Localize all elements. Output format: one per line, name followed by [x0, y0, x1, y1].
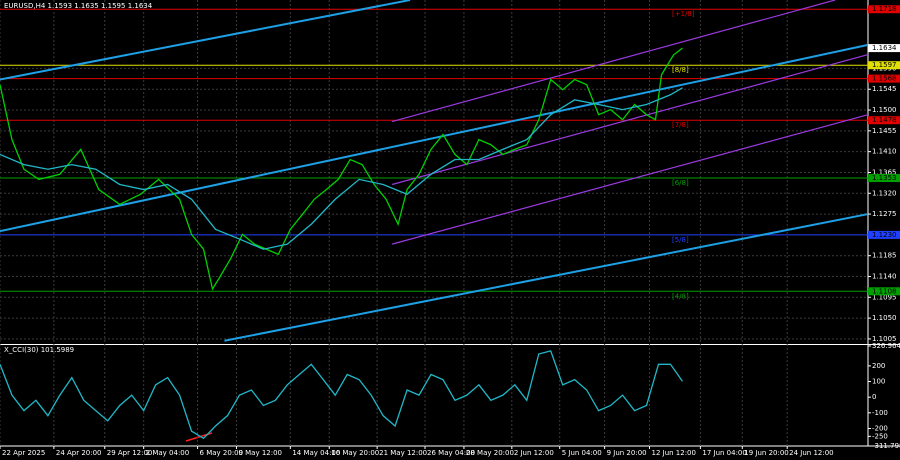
level-price-box — [868, 61, 900, 70]
y-tick-label: -250 — [872, 432, 888, 440]
x-tick-label: 9 Jun 20:00 — [607, 449, 647, 457]
y-tick-label: 326.9647 — [872, 342, 900, 350]
x-tick-label: 16 May 20:00 — [331, 449, 379, 457]
x-tick-label: 24 Apr 20:00 — [56, 449, 102, 457]
x-tick-label: 19 Jun 20:00 — [744, 449, 788, 457]
x-tick-label: 29 Apr 12:00 — [107, 449, 153, 457]
level-label: [+1/8] — [672, 10, 695, 18]
trend-line — [0, 43, 869, 233]
y-tick-label: 1.1365 — [872, 168, 897, 176]
trend-line — [391, 114, 869, 245]
level-price-box — [868, 230, 900, 239]
y-tick-label: 1.1185 — [872, 252, 897, 260]
y-tick-label: 1.1455 — [872, 127, 897, 135]
price-line — [0, 87, 683, 250]
level-price-box — [868, 5, 900, 14]
x-tick-label: 17 Jun 04:00 — [702, 449, 746, 457]
y-tick-label: -200 — [872, 424, 888, 432]
y-tick-label: 1.1275 — [872, 210, 897, 218]
price-line — [0, 47, 683, 291]
trend-line — [0, 0, 411, 81]
x-tick-label: 6 May 20:00 — [200, 449, 244, 457]
y-tick-label: 1.1500 — [872, 106, 897, 114]
x-tick-label: 26 May 04:00 — [427, 449, 475, 457]
y-tick-label: 1.1095 — [872, 293, 897, 301]
x-tick-label: 21 May 12:00 — [379, 449, 427, 457]
x-tick-label: 2 May 04:00 — [146, 449, 190, 457]
level-price-label: 1.1230 — [872, 231, 897, 239]
x-tick-label: 24 Jun 12:00 — [789, 449, 833, 457]
trend-line — [224, 213, 869, 342]
x-tick-label: 14 May 04:00 — [292, 449, 340, 457]
y-tick-label: 1.1320 — [872, 189, 897, 197]
last-price-label: 1.1634 — [872, 44, 897, 52]
x-tick-label: 22 Apr 2025 — [2, 449, 45, 457]
level-label: [7/8] — [672, 121, 689, 129]
x-tick-label: 28 May 20:00 — [466, 449, 514, 457]
level-price-box — [868, 287, 900, 296]
y-tick-label: 1.1410 — [872, 148, 897, 156]
level-price-label: 1.1718 — [872, 5, 897, 13]
level-label: [8/8] — [672, 66, 689, 74]
price-line — [0, 350, 683, 440]
y-tick-label: -311.798 — [872, 442, 900, 450]
level-price-label: 1.1597 — [872, 61, 897, 69]
y-tick-label: 200 — [872, 362, 885, 370]
level-price-box — [868, 174, 900, 183]
level-price-label: 1.1108 — [872, 287, 897, 295]
x-tick-label: 5 Jun 04:00 — [562, 449, 602, 457]
level-price-box — [868, 116, 900, 125]
y-tick-label: 100 — [872, 378, 885, 386]
last-price-box — [868, 44, 900, 53]
level-label: [4/8] — [672, 292, 689, 300]
x-tick-label: 12 Jun 12:00 — [652, 449, 696, 457]
x-tick-label: 2 Jun 12:00 — [514, 449, 554, 457]
y-tick-label: 1.1545 — [872, 85, 897, 93]
y-tick-label: 1.1140 — [872, 272, 897, 280]
level-label: [6/8] — [672, 179, 689, 187]
level-price-label: 1.1568 — [872, 75, 897, 83]
level-price-label: 1.1353 — [872, 174, 897, 182]
y-tick-label: -100 — [872, 409, 888, 417]
y-tick-label: 0 — [872, 393, 876, 401]
indicator-title: X_CCI(30) 101.5989 — [4, 346, 74, 354]
trend-line — [391, 53, 869, 186]
trend-line — [391, 0, 836, 123]
level-label: [5/8] — [672, 236, 689, 244]
y-tick-label: 1.1050 — [872, 314, 897, 322]
level-price-label: 1.1478 — [872, 116, 897, 124]
level-price-box — [868, 74, 900, 83]
y-tick-label: 1.1005 — [872, 335, 897, 343]
chart-title: EURUSD,H4 1.1593 1.1635 1.1595 1.1634 — [4, 2, 153, 10]
x-tick-label: 9 May 12:00 — [238, 449, 282, 457]
